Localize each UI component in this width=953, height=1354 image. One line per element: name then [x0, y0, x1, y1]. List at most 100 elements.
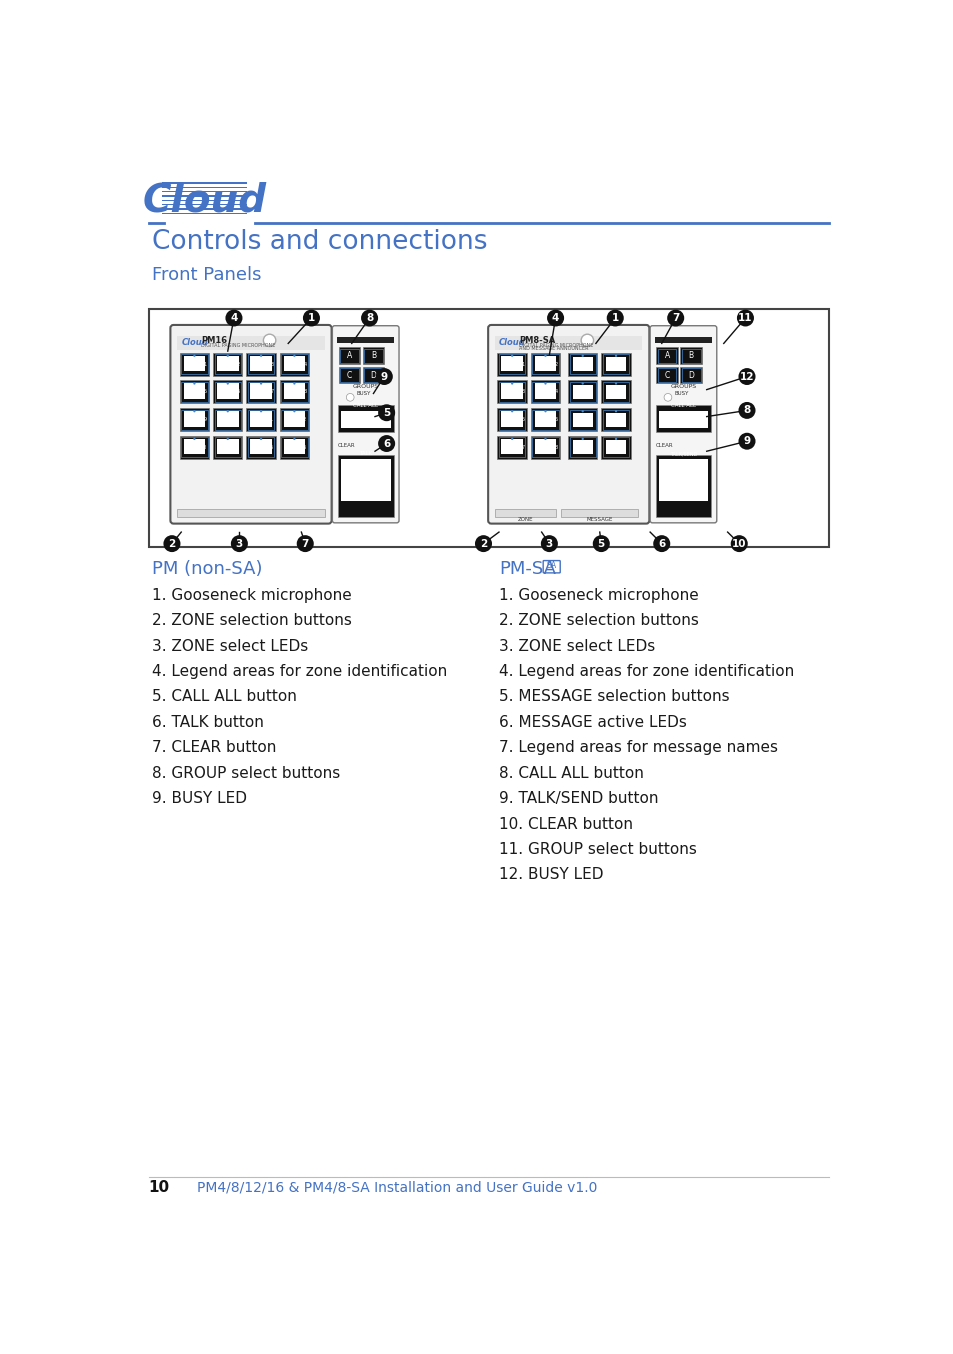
Bar: [281, 437, 307, 458]
Bar: [658, 412, 707, 428]
Bar: [283, 412, 305, 427]
Text: Front Panels: Front Panels: [152, 265, 261, 283]
Bar: [279, 408, 309, 431]
Bar: [500, 412, 522, 427]
Text: SA: SA: [546, 561, 557, 570]
Text: 16: 16: [300, 445, 307, 450]
Circle shape: [511, 382, 513, 385]
Bar: [281, 355, 307, 374]
Bar: [183, 383, 205, 399]
Bar: [534, 439, 556, 455]
Circle shape: [663, 394, 671, 401]
Bar: [162, 204, 247, 206]
Circle shape: [193, 410, 195, 413]
Circle shape: [653, 535, 670, 552]
Text: 5. CALL ALL button: 5. CALL ALL button: [152, 689, 296, 704]
Text: 6: 6: [382, 439, 390, 448]
Bar: [602, 437, 629, 458]
Bar: [534, 383, 556, 399]
Text: 11: 11: [738, 313, 752, 324]
Text: 8. GROUP select buttons: 8. GROUP select buttons: [152, 766, 339, 781]
Bar: [569, 355, 596, 374]
Text: PM-SA: PM-SA: [498, 561, 556, 578]
Bar: [569, 437, 596, 458]
Bar: [214, 437, 241, 458]
Bar: [602, 410, 629, 429]
Text: 3. ZONE select LEDs: 3. ZONE select LEDs: [498, 639, 655, 654]
Text: Cloud: Cloud: [181, 338, 208, 347]
Bar: [213, 352, 242, 376]
Bar: [530, 436, 559, 459]
Text: BUSY: BUSY: [674, 391, 688, 395]
Text: 7: 7: [301, 539, 309, 548]
Text: 1. Gooseneck microphone: 1. Gooseneck microphone: [152, 588, 352, 603]
Bar: [532, 437, 558, 458]
Text: A: A: [664, 351, 669, 360]
Bar: [337, 455, 394, 517]
Circle shape: [227, 382, 229, 385]
Bar: [213, 380, 242, 403]
Bar: [605, 440, 625, 455]
Circle shape: [730, 535, 747, 552]
Bar: [572, 440, 592, 455]
Text: 2: 2: [555, 362, 558, 367]
Text: 7: 7: [521, 445, 524, 450]
Bar: [569, 382, 596, 402]
Bar: [250, 356, 272, 371]
Text: 6. MESSAGE active LEDs: 6. MESSAGE active LEDs: [498, 715, 686, 730]
Bar: [679, 367, 701, 383]
Circle shape: [580, 334, 593, 347]
Bar: [655, 405, 711, 432]
Text: 11. GROUP select buttons: 11. GROUP select buttons: [498, 842, 696, 857]
Bar: [572, 413, 592, 427]
Circle shape: [511, 437, 513, 440]
Text: 1: 1: [611, 313, 618, 324]
Bar: [281, 382, 307, 402]
Bar: [681, 349, 700, 363]
Text: 8: 8: [366, 313, 373, 324]
Text: 13: 13: [200, 445, 207, 450]
Circle shape: [293, 410, 295, 413]
Bar: [216, 412, 238, 427]
Bar: [530, 352, 559, 376]
Bar: [177, 509, 324, 517]
Circle shape: [227, 355, 229, 357]
Bar: [567, 408, 597, 431]
Bar: [569, 410, 596, 429]
Text: 1: 1: [204, 362, 207, 367]
Text: PM16: PM16: [201, 336, 227, 345]
Circle shape: [544, 410, 546, 413]
Text: 1: 1: [521, 362, 524, 367]
Text: 8. CALL ALL button: 8. CALL ALL button: [498, 766, 643, 781]
Bar: [340, 412, 390, 428]
Bar: [605, 413, 625, 427]
Bar: [281, 410, 307, 429]
Bar: [572, 357, 592, 371]
Circle shape: [581, 355, 583, 357]
Text: 5. MESSAGE selection buttons: 5. MESSAGE selection buttons: [498, 689, 729, 704]
Circle shape: [293, 382, 295, 385]
Bar: [534, 412, 556, 427]
Bar: [177, 336, 324, 349]
Bar: [658, 349, 676, 363]
Bar: [149, 309, 828, 547]
Bar: [181, 382, 208, 402]
FancyBboxPatch shape: [649, 326, 716, 523]
Text: CLEAR: CLEAR: [655, 443, 673, 448]
Bar: [497, 352, 526, 376]
Bar: [655, 455, 711, 517]
Bar: [656, 347, 678, 364]
Text: 9. BUSY LED: 9. BUSY LED: [152, 791, 247, 806]
Text: MESSAGE: MESSAGE: [586, 517, 612, 523]
Bar: [497, 408, 526, 431]
Bar: [605, 357, 625, 371]
Bar: [600, 352, 630, 376]
Bar: [183, 356, 205, 371]
Bar: [246, 352, 275, 376]
Bar: [162, 191, 247, 192]
Bar: [213, 436, 242, 459]
Bar: [679, 347, 701, 364]
Text: Cloud: Cloud: [142, 181, 266, 219]
Circle shape: [259, 355, 262, 357]
Circle shape: [615, 382, 617, 385]
